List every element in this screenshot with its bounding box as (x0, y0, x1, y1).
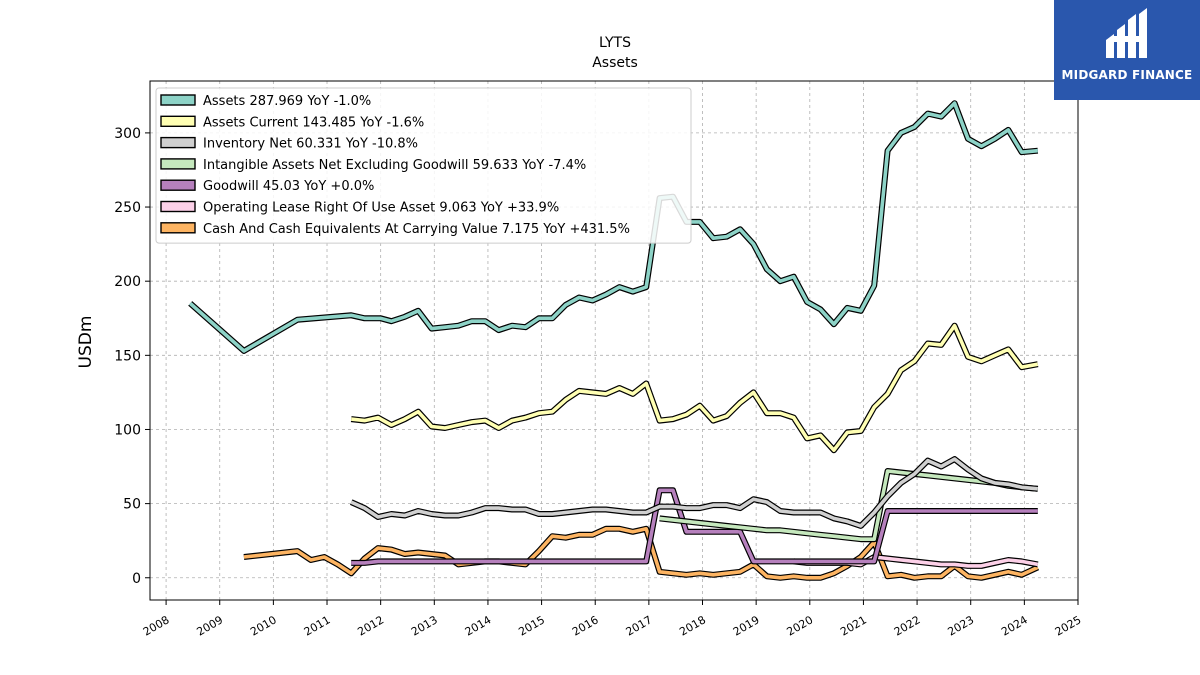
series-outline (243, 525, 1040, 581)
plot-frame (149, 80, 1079, 601)
x-tick-label: 2010 (248, 613, 279, 638)
legend-swatch (160, 222, 196, 234)
series-line (350, 457, 1038, 528)
legend-swatch (160, 136, 196, 149)
legend-swatch (160, 200, 196, 213)
y-tick-label: 200 (114, 274, 141, 290)
series-line (350, 323, 1039, 452)
x-tick-label: 2020 (785, 613, 816, 638)
legend-label: Cash And Cash Equivalents At Carrying Va… (203, 222, 630, 237)
series-outline (351, 487, 1038, 566)
series-lines (188, 100, 1040, 581)
y-tick-label: 0 (132, 571, 141, 587)
legend-swatch (160, 94, 196, 106)
x-tick-label: 2019 (731, 613, 762, 638)
x-tick-label: 2022 (892, 613, 923, 638)
x-tick-label: 2018 (677, 613, 708, 638)
x-tick-label: 2016 (570, 613, 601, 638)
x-tick-label: 2013 (409, 613, 440, 638)
x-tick-label: 2025 (1053, 613, 1084, 638)
x-tick-label: 2017 (624, 613, 655, 638)
legend-label: Intangible Assets Net Excluding Goodwill… (203, 158, 586, 173)
x-tick-label: 2008 (141, 613, 172, 638)
legend-swatch (160, 179, 196, 191)
x-tick-label: 2021 (838, 613, 869, 638)
series-line (243, 527, 1039, 580)
legend-box (155, 87, 692, 244)
legend: Assets 287.969 YoY -1.0% Assets Current 1… (155, 87, 692, 244)
brand-mark-icon (1106, 8, 1147, 58)
x-tick-label: 2015 (516, 613, 547, 638)
legend-label: Operating Lease Right Of Use Asset 9.063… (203, 201, 559, 216)
x-tick-label: 2012 (355, 613, 386, 638)
legend-label: Assets 287.969 YoY -1.0% (203, 94, 371, 109)
y-tick-label: 250 (114, 200, 141, 216)
y-tick-label: 150 (114, 348, 141, 364)
brand-name: MIDGARD FINANCE (1061, 68, 1193, 82)
y-tick-label: 300 (114, 126, 141, 142)
series-line (351, 488, 1038, 565)
chart-title: LYTS (599, 35, 631, 51)
legend-swatch (160, 115, 196, 128)
x-tick-label: 2024 (999, 613, 1030, 638)
legend-swatch (160, 158, 196, 170)
x-tick-label: 2011 (302, 613, 333, 638)
brand-logo: MIDGARD FINANCE (1054, 0, 1200, 100)
legend-label: Goodwill 45.03 YoY +0.0% (203, 179, 374, 194)
chart-subtitle: Assets (592, 55, 638, 71)
y-tick-label: 50 (123, 497, 141, 513)
y-tick-label: 100 (114, 422, 141, 438)
legend-label: Assets Current 143.485 YoY -1.6% (203, 115, 424, 130)
series-line (659, 469, 1038, 541)
y-axis-label: USDm (76, 316, 96, 369)
x-tick-label: 2009 (194, 613, 225, 638)
legend-label: Inventory Net 60.331 YoY -10.8% (203, 137, 418, 152)
x-tick-label: 2014 (463, 613, 494, 638)
x-tick-label: 2023 (945, 613, 976, 638)
